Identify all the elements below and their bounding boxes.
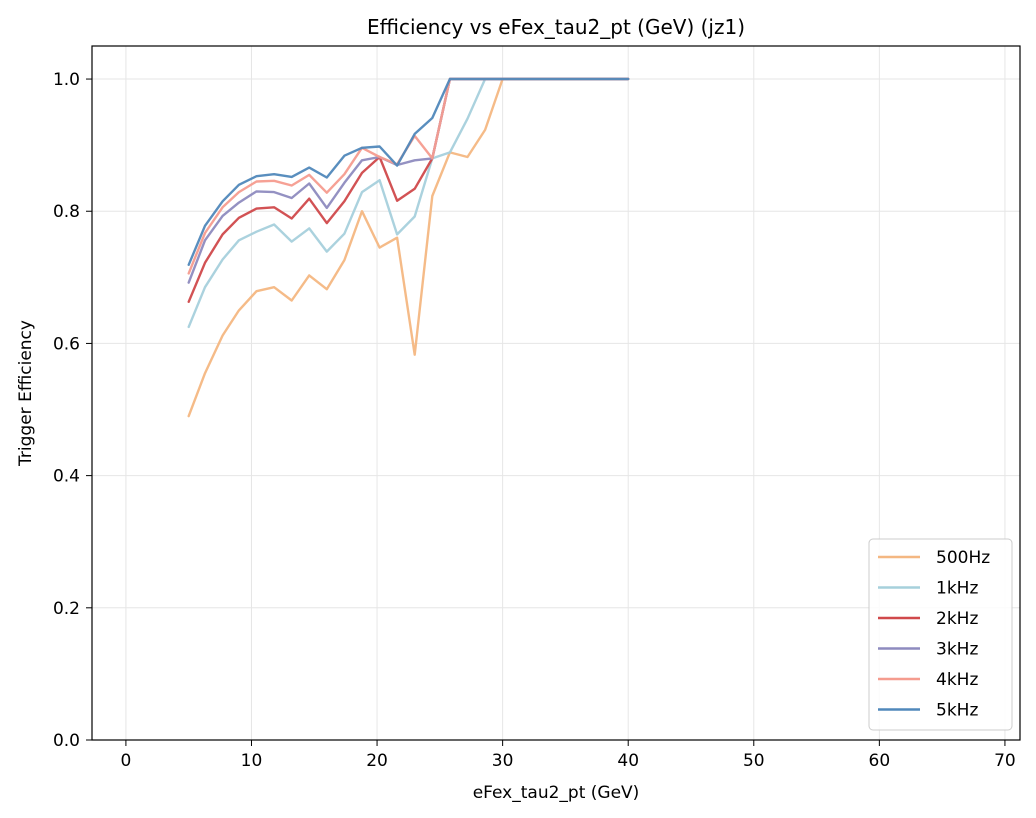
y-axis-title: Trigger Efficiency [16, 320, 36, 467]
series-line-3khz [187, 77, 630, 284]
x-tick-label: 0 [120, 751, 131, 771]
legend: 500Hz 1kHz 2kHz 3kHz 4kHz 5kHz [868, 538, 1013, 731]
legend-label-2khz: 2kHz [936, 609, 978, 629]
y-tick-label: 0.2 [53, 599, 80, 619]
y-tick-label: 0.8 [53, 202, 80, 222]
x-axis-title: eFex_tau2_pt (GeV) [473, 783, 640, 803]
legend-label-500hz: 500Hz [936, 548, 990, 568]
y-tick-label: 0.6 [53, 334, 80, 354]
series-line-5khz [187, 77, 630, 266]
y-tick-label: 0.0 [53, 731, 80, 751]
series-lines [187, 77, 630, 418]
y-tick-label: 1.0 [53, 70, 80, 90]
series-line-1khz [187, 77, 630, 329]
x-tick-label: 30 [492, 751, 514, 771]
series-line-2khz [187, 77, 630, 303]
x-tick-label: 70 [994, 751, 1016, 771]
legend-label-5khz: 5kHz [936, 701, 978, 721]
x-tick-label: 20 [366, 751, 388, 771]
x-tick-label: 60 [869, 751, 891, 771]
y-axis-ticks: 0.0 0.2 0.4 0.6 0.8 1.0 [53, 70, 92, 751]
legend-label-1khz: 1kHz [936, 579, 978, 599]
legend-label-3khz: 3kHz [936, 640, 978, 660]
x-tick-label: 40 [617, 751, 639, 771]
x-tick-label: 10 [241, 751, 263, 771]
series-line-500hz [187, 77, 630, 418]
legend-label-4khz: 4kHz [936, 670, 978, 690]
y-tick-label: 0.4 [53, 467, 80, 487]
legend-entries: 500Hz 1kHz 2kHz 3kHz 4kHz 5kHz [878, 548, 990, 721]
chart-title: Efficiency vs eFex_tau2_pt (GeV) (jz1) [367, 15, 745, 39]
x-tick-label: 50 [743, 751, 765, 771]
plot-frame [91, 45, 1021, 741]
x-axis-ticks: 0 10 20 30 40 50 60 70 [120, 740, 1016, 771]
